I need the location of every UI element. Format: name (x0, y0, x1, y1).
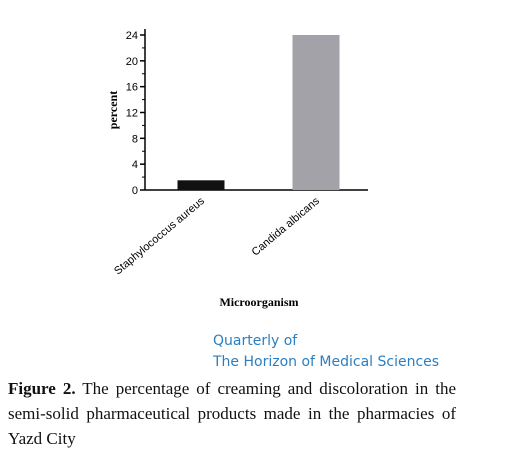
y-tick-label: 0 (132, 185, 138, 197)
y-tick-label: 24 (126, 30, 138, 42)
journal-line: The Horizon of Medical Sciences (212, 354, 439, 370)
y-tick-label: 20 (126, 56, 138, 68)
y-tick-label: 12 (126, 108, 138, 120)
x-axis-label: Microorganism (219, 295, 298, 309)
x-tick-label: Staphylococcus aureus (112, 195, 207, 278)
caption-label: Figure 2. (8, 379, 76, 398)
journal-line: Quarterly of (213, 333, 298, 349)
y-tick-label: 16 (126, 82, 138, 94)
bar (292, 35, 340, 190)
y-axis-label: percent (106, 91, 120, 129)
y-tick-label: 8 (132, 133, 138, 145)
caption-text: The percentage of creaming and discolora… (8, 379, 456, 448)
bar (177, 180, 225, 190)
y-tick-label: 4 (132, 159, 138, 171)
x-tick-label: Candida albicans (250, 195, 323, 259)
chart: percent Microorganism Quarterly of The H… (106, 29, 439, 370)
caption: Figure 2. The percentage of creaming and… (8, 376, 456, 451)
